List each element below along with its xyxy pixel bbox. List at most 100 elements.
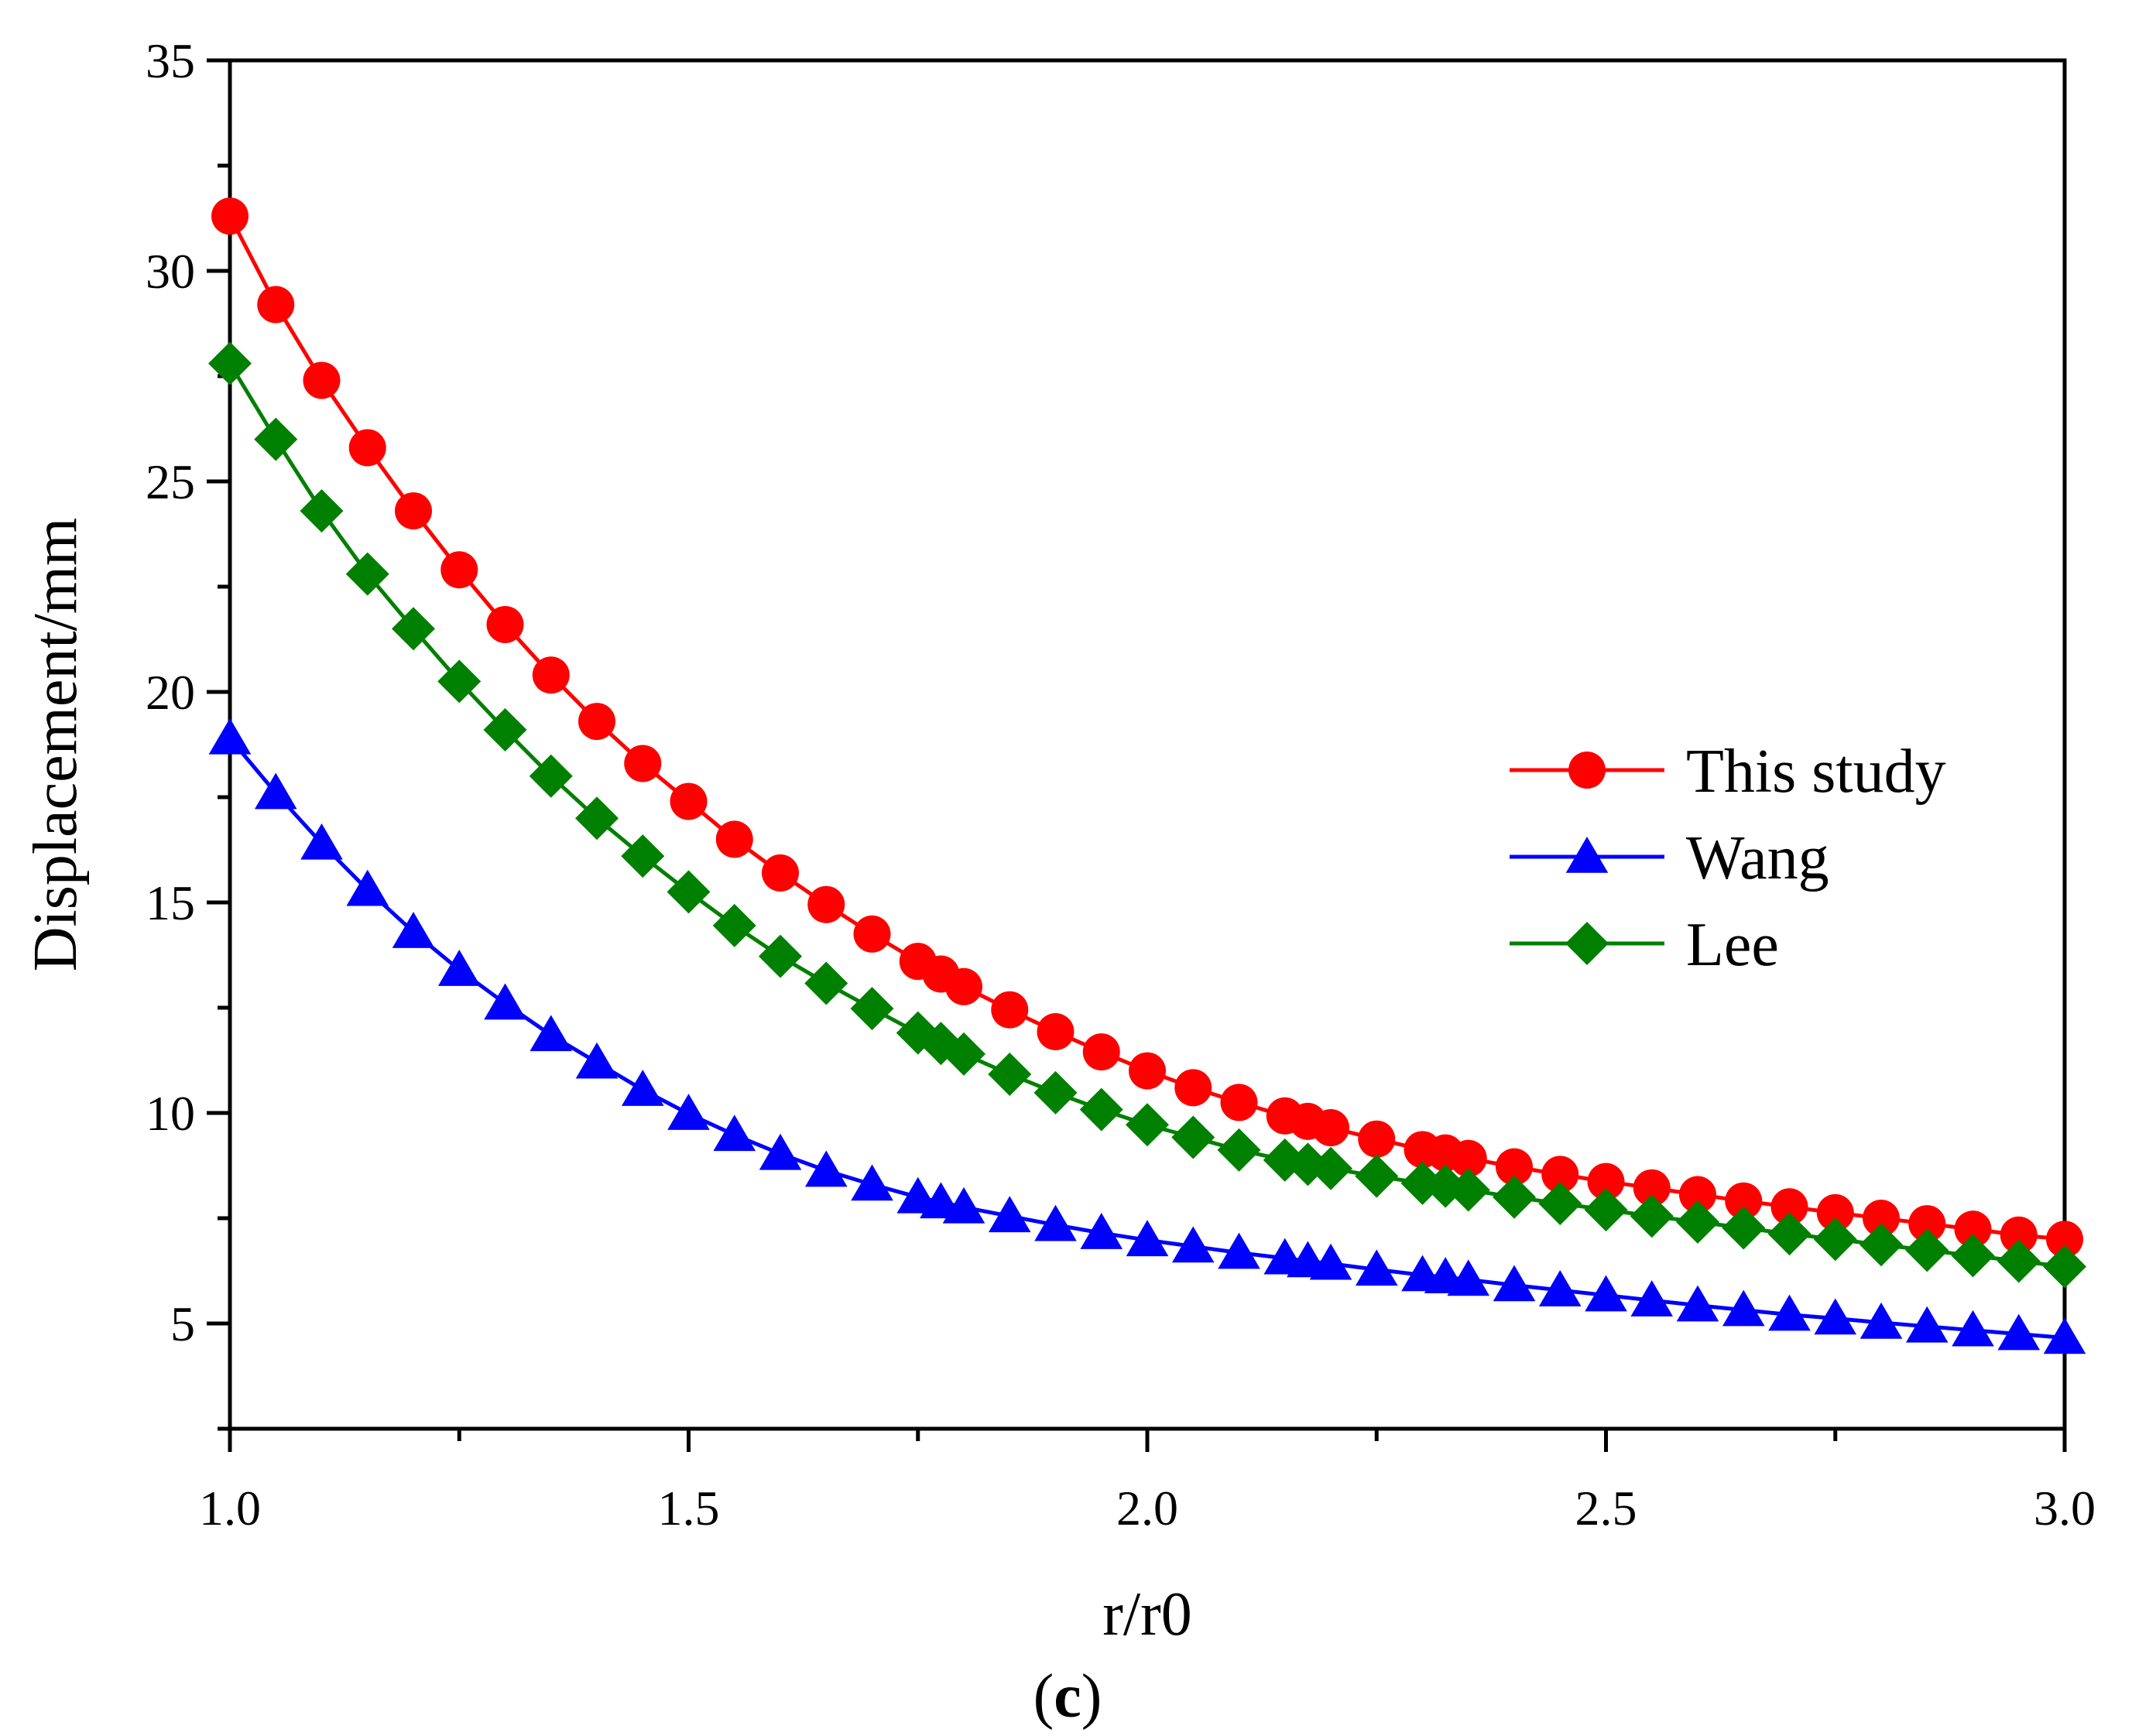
y-tick-label: 30 [146, 244, 195, 299]
data-point-wang [621, 1070, 664, 1106]
data-point-wang [1860, 1302, 1903, 1339]
data-point-this-study [1633, 1169, 1671, 1207]
data-point-lee [759, 934, 802, 978]
data-point-lee [1309, 1146, 1352, 1190]
data-point-wang [530, 1015, 573, 1052]
data-point-lee [712, 903, 756, 947]
data-point-this-study [1220, 1084, 1258, 1121]
data-point-this-study [807, 885, 845, 923]
data-point-this-study [1312, 1109, 1349, 1147]
data-point-lee [1813, 1217, 1857, 1262]
data-point-lee [1033, 1070, 1078, 1115]
data-point-wang [1722, 1289, 1765, 1327]
data-point-this-study [2046, 1221, 2083, 1258]
data-point-lee [1860, 1223, 1903, 1267]
data-point-wang [851, 1164, 893, 1201]
data-point-this-study [1037, 1013, 1075, 1051]
data-point-wang [804, 1150, 848, 1187]
data-point-lee [1584, 1188, 1628, 1232]
data-point-this-study [578, 703, 615, 741]
data-point-wang [1952, 1310, 1994, 1347]
data-point-wang [1585, 1275, 1627, 1312]
data-point-this-study [1541, 1156, 1579, 1193]
data-point-lee [1171, 1115, 1215, 1159]
legend-item-wang: Wang [1510, 824, 1829, 892]
legend-item-this-study: This study [1510, 738, 1946, 806]
data-point-lee [988, 1052, 1032, 1096]
data-point-this-study [670, 782, 708, 820]
legend-marker-lee [1565, 922, 1609, 965]
figure-caption: (c) [1033, 1662, 1102, 1731]
legend-label: Wang [1686, 824, 1829, 892]
data-point-wang [1768, 1294, 1811, 1331]
data-point-wang [988, 1196, 1031, 1233]
data-point-this-study [1129, 1052, 1166, 1090]
data-point-lee [1951, 1234, 1995, 1278]
x-tick-label: 1.5 [658, 1481, 720, 1536]
data-point-wang [346, 869, 389, 906]
y-axis-label: Displacement/mm [22, 518, 90, 972]
axis-tick-labels: 1.0 1.5 2.0 2.5 3.0 5 10 15 20 25 30 35 [146, 33, 2096, 1536]
data-point-lee [1126, 1103, 1169, 1147]
data-point-this-study [1816, 1193, 1854, 1231]
data-point-lee [850, 987, 894, 1031]
legend-label: This study [1686, 738, 1946, 806]
data-point-wang [713, 1115, 756, 1152]
data-point-wang [1080, 1213, 1123, 1249]
data-point-wang [1218, 1232, 1260, 1269]
axis-ticks [207, 58, 2067, 1452]
data-point-wang [1814, 1298, 1857, 1335]
data-point-lee [1079, 1087, 1123, 1132]
caption-open-paren: ( [1033, 1662, 1054, 1731]
data-point-lee [1217, 1128, 1261, 1172]
x-tick-label: 2.0 [1116, 1481, 1178, 1536]
data-point-wang [1630, 1280, 1674, 1317]
data-point-wang [1171, 1226, 1215, 1263]
y-tick-label: 35 [146, 33, 195, 88]
y-tick-label: 5 [170, 1296, 195, 1351]
series-layer [208, 197, 2086, 1354]
data-point-wang [759, 1133, 802, 1170]
data-point-lee [1997, 1239, 2041, 1283]
legend-label: Lee [1686, 911, 1779, 979]
data-point-this-study [395, 492, 432, 530]
data-point-wang [437, 950, 481, 986]
caption-close-paren: ) [1081, 1662, 1102, 1731]
data-point-wang [254, 772, 297, 810]
data-point-lee [667, 870, 711, 914]
data-point-this-study [440, 551, 478, 589]
series-lee [208, 341, 2086, 1289]
data-point-lee [942, 1032, 985, 1076]
data-point-wang [1493, 1265, 1536, 1302]
data-point-wang [1309, 1243, 1352, 1280]
data-point-lee [1538, 1181, 1582, 1225]
data-point-this-study [1908, 1205, 1946, 1243]
data-point-lee [392, 607, 435, 651]
data-point-lee [1722, 1206, 1766, 1250]
data-point-this-study [1449, 1139, 1487, 1177]
data-point-lee [300, 489, 344, 533]
data-point-lee [437, 659, 482, 704]
data-point-lee [2043, 1245, 2086, 1289]
data-point-wang [1905, 1306, 1949, 1343]
data-point-lee [1446, 1168, 1490, 1212]
data-point-lee [1630, 1194, 1674, 1238]
data-point-this-study [486, 605, 524, 643]
series-this-study [211, 197, 2083, 1258]
data-point-this-study [1082, 1033, 1120, 1071]
x-tick-label: 2.5 [1575, 1481, 1637, 1536]
data-point-this-study [303, 361, 341, 399]
y-tick-label: 20 [146, 665, 195, 720]
data-point-this-study [2000, 1216, 2038, 1254]
data-point-this-study [1358, 1120, 1396, 1158]
data-point-this-study [945, 967, 982, 1005]
data-point-wang [575, 1042, 619, 1079]
data-point-wang [1447, 1259, 1490, 1296]
data-point-this-study [762, 854, 799, 892]
caption-letter: c [1054, 1662, 1081, 1731]
data-point-wang [1355, 1249, 1398, 1286]
data-point-wang [300, 823, 343, 860]
data-point-this-study [257, 286, 295, 324]
data-point-this-study [1587, 1162, 1625, 1200]
data-point-this-study [1954, 1210, 1992, 1248]
